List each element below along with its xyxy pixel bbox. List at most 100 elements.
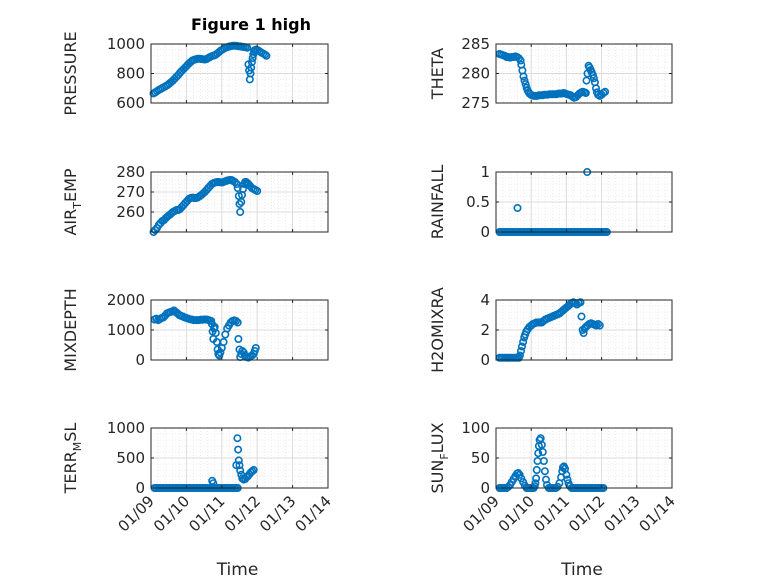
data-point [588,70,597,79]
data-point [236,466,245,475]
y-axis-label-subscript: T [71,202,84,210]
panel-pressure: 600 800 1000 PRESSURE [61,31,329,116]
y-tick-label: 280 [461,65,490,83]
y-axis-label-part: TERR [61,451,80,494]
panel-air-temp: 260 270 280 AIRTEMP [61,163,329,237]
data-point [531,479,540,488]
y-axis-label: PRESSURE [61,31,80,115]
y-tick-label: 0 [480,479,490,497]
data-point [601,87,610,96]
data-point [235,200,244,209]
data-point [537,440,546,449]
y-axis-label-subscript: F [438,453,451,459]
data-point [249,465,258,474]
data-point [581,89,590,98]
y-axis-label: H2OMIXRA [428,287,447,373]
data-point [248,467,257,476]
axes-box [150,171,329,233]
x-axis-label: Time [216,560,259,580]
data-point [262,51,271,60]
y-tick-label: 500 [116,449,145,467]
data-point [234,456,243,465]
y-axis-label-part: SUN [428,460,447,494]
data-point [247,57,256,66]
panel-h2omixra: 0 2 4 H2OMIXRA [428,287,673,373]
data-point [563,475,572,484]
data-point [211,328,220,337]
data-point [236,208,245,217]
data-point [532,465,541,474]
data-point [589,74,598,83]
y-axis-label: TERRMSL [61,423,84,495]
data-point [576,298,585,307]
data-point [517,342,526,351]
data-point [538,447,547,456]
data-point [152,314,161,323]
data-point [239,185,248,194]
data-point [515,351,524,360]
y-axis-label-part: SL [61,423,80,442]
data-point [216,348,225,357]
data-point [519,337,528,346]
data-point [562,470,571,479]
data-point [516,56,525,65]
data-point [519,72,528,81]
y-tick-label: 275 [461,94,490,112]
data-point [233,318,242,327]
y-axis-label-part: AIR [61,209,80,236]
data-point [582,76,591,85]
data-point [233,434,242,443]
panel-rainfall: 0 0.5 1 RAINFALL [428,163,673,241]
data-point [516,346,525,355]
data-point [513,204,522,213]
y-axis-label: RAINFALL [428,165,447,240]
y-tick-label: 0 [480,351,490,369]
panel-theta: 275 280 285 THETA [428,35,673,112]
y-tick-label: 0 [135,351,145,369]
data-point [541,475,550,484]
y-tick-label: 0 [135,479,145,497]
y-axis-label-part: LUX [428,422,447,453]
data-point [234,445,243,454]
data-point [595,321,604,330]
y-tick-label: 280 [116,163,145,181]
data-point [534,449,543,458]
y-tick-label: 2000 [107,291,145,309]
data-point [253,187,262,196]
y-axis-label: MIXDEPTH [61,288,80,371]
y-tick-label: 1000 [107,321,145,339]
x-axis-label: Time [560,560,603,580]
data-point [520,76,529,85]
y-tick-label: 1 [480,163,490,181]
data-point [540,467,549,476]
y-axis-label-part: EMP [61,168,80,202]
data-point [209,479,218,488]
y-axis-label-subscript: M [71,442,84,452]
data-point [251,343,260,352]
y-tick-label: 600 [116,94,145,112]
y-tick-label: 50 [471,449,490,467]
data-point [594,319,603,328]
y-axis-label: SUNFLUX [428,422,451,493]
y-tick-label: 285 [461,35,490,53]
data-point [219,337,228,346]
data-point [233,184,242,193]
y-tick-label: 270 [116,183,145,201]
data-point [532,474,541,483]
data-point [234,334,243,343]
data-point [232,180,241,189]
figure-title: Figure 1 high [191,15,311,34]
y-axis-label: AIRTEMP [61,168,84,235]
y-tick-label: 100 [461,419,490,437]
data-point [592,321,601,330]
y-tick-label: 260 [116,203,145,221]
data-point [260,50,269,59]
data-point [151,226,160,235]
y-tick-label: 1000 [107,419,145,437]
data-point [235,461,244,470]
y-tick-label: 0.5 [466,193,490,211]
y-tick-label: 2 [480,321,490,339]
y-axis-label: THETA [428,48,447,100]
